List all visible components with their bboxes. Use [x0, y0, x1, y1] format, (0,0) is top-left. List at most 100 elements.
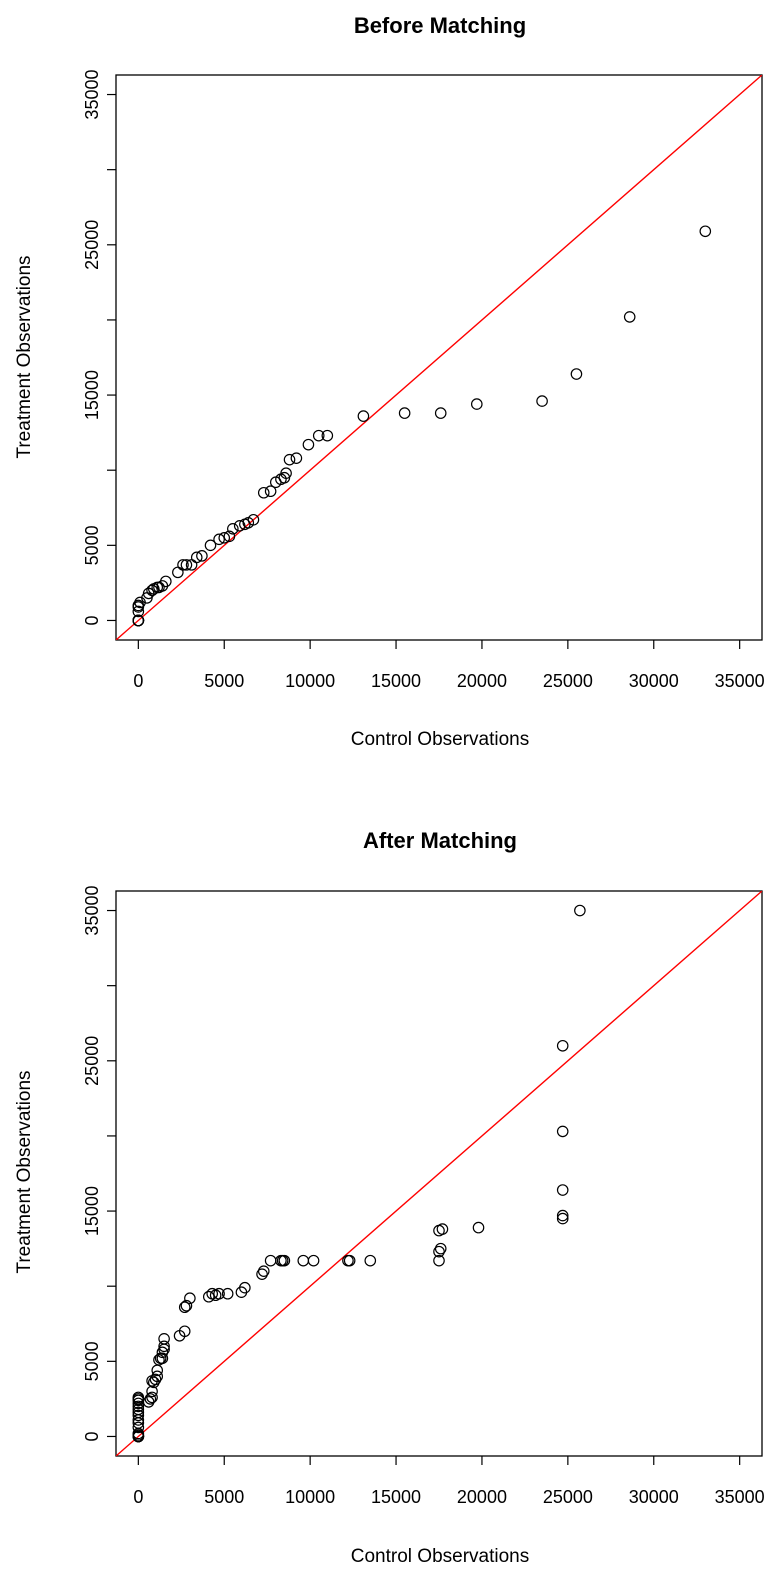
x-axis-label: Control Observations: [351, 1546, 529, 1567]
data-point: [144, 1393, 157, 1405]
data-point: [470, 398, 483, 410]
data-point: [278, 1254, 291, 1267]
data-point: [264, 1254, 277, 1267]
data-point: [280, 467, 292, 480]
y-tick-label: 25000: [82, 1036, 102, 1086]
y-axis-label: Treatment Observations: [14, 255, 35, 458]
data-point: [156, 1352, 169, 1365]
data-point: [223, 530, 236, 543]
data-point: [178, 1301, 191, 1314]
data-point: [213, 533, 225, 546]
x-tick-label: 30000: [629, 1487, 679, 1507]
data-point: [146, 1391, 158, 1404]
x-tick-label: 30000: [629, 671, 679, 691]
y-axis-label: Treatment Observations: [14, 1070, 35, 1273]
data-point: [357, 410, 370, 422]
plot-area: 0 5000 10000 15000 20000 25000 30000 35000 0 5000…: [82, 70, 765, 691]
data-point: [178, 1325, 191, 1338]
data-point: [364, 1254, 377, 1267]
y-tick-label: 5000: [82, 1341, 102, 1381]
y-tick-label: 35000: [82, 70, 102, 120]
data-point: [184, 1292, 196, 1305]
data-point: [264, 485, 277, 498]
data-point: [149, 1373, 162, 1386]
data-point: [556, 1184, 569, 1196]
plot-area: 0 5000 10000 15000 20000 25000 30000 35000 0 5000…: [82, 886, 765, 1507]
data-point: [256, 1268, 268, 1280]
x-tick-label: 25000: [543, 1487, 593, 1507]
data-point: [221, 1287, 234, 1300]
chart-title: After Matching: [363, 828, 517, 853]
before-matching-panel: Before Matching Control Observations Tre…: [14, 13, 765, 750]
x-axis-label: Control Observations: [351, 729, 529, 750]
plot-frame: [115, 74, 763, 641]
x-tick-label: 20000: [457, 1487, 507, 1507]
data-point: [623, 311, 636, 323]
data-point: [283, 453, 296, 466]
data-point: [302, 438, 315, 451]
data-point: [556, 1212, 569, 1225]
data-point: [172, 566, 184, 579]
x-tick-label: 25000: [543, 671, 593, 691]
data-point: [132, 605, 145, 618]
data-point: [312, 429, 325, 442]
data-point: [398, 407, 411, 419]
data-point: [574, 904, 586, 917]
x-tick-label: 10000: [285, 1487, 335, 1507]
data-point: [218, 532, 231, 544]
data-point: [290, 452, 303, 464]
x-tick-label: 5000: [204, 671, 244, 691]
data-point: [257, 1265, 270, 1277]
x-tick-label: 35000: [715, 1487, 765, 1507]
y-tick-label: 0: [82, 1431, 102, 1441]
data-point: [213, 1287, 225, 1300]
data-point: [699, 225, 712, 238]
data-point: [132, 1409, 145, 1422]
data-point: [570, 368, 583, 380]
data-point: [177, 559, 189, 571]
x-tick-label: 15000: [371, 1487, 421, 1507]
y-tick-label: 35000: [82, 886, 102, 936]
data-point: [343, 1254, 356, 1267]
data-point: [556, 1209, 569, 1222]
data-point: [233, 519, 246, 532]
data-point: [156, 1346, 169, 1359]
x-tick-label: 20000: [457, 671, 507, 691]
data-point: [180, 1299, 193, 1312]
data-point: [151, 1370, 164, 1383]
data-point: [180, 559, 193, 571]
chart-title: Before Matching: [354, 13, 526, 38]
data-point: [239, 1281, 251, 1294]
data-point: [132, 1391, 145, 1404]
data-point: [436, 1223, 449, 1235]
reference-line: [116, 891, 762, 1456]
data-point: [297, 1254, 310, 1267]
y-tick-label: 25000: [82, 220, 102, 270]
data-point: [433, 1245, 445, 1258]
data-point: [132, 599, 145, 612]
data-point: [434, 407, 447, 419]
y-tick-label: 15000: [82, 370, 102, 420]
data-point: [536, 395, 548, 407]
x-tick-label: 10000: [285, 671, 335, 691]
data-point: [132, 1400, 145, 1413]
data-point: [257, 486, 270, 499]
data-point: [132, 1421, 145, 1434]
x-tick-label: 35000: [715, 671, 765, 691]
x-tick-label: 15000: [371, 671, 421, 691]
data-point: [433, 1254, 445, 1267]
x-tick-label: 0: [133, 671, 143, 691]
data-point: [202, 1290, 215, 1303]
data-point: [160, 575, 172, 588]
data-point: [307, 1254, 320, 1267]
data-point: [158, 1340, 170, 1353]
data-point: [227, 523, 239, 535]
data-point: [158, 1332, 170, 1345]
data-point: [190, 551, 203, 564]
data-point: [472, 1221, 485, 1234]
y-tick-label: 5000: [82, 525, 102, 565]
data-point: [321, 429, 334, 442]
data-point: [556, 1039, 569, 1052]
y-tick-label: 15000: [82, 1186, 102, 1236]
